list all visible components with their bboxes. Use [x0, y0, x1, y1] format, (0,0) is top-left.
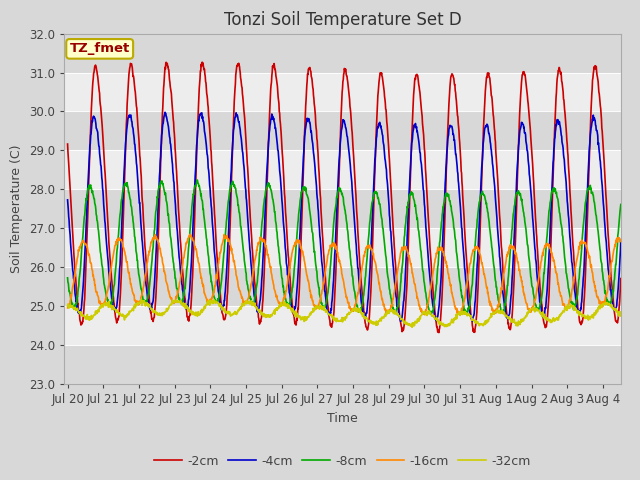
- -8cm: [173, 286, 181, 292]
- -16cm: [545, 241, 552, 247]
- Line: -8cm: -8cm: [68, 180, 621, 314]
- -8cm: [428, 311, 435, 317]
- Title: Tonzi Soil Temperature Set D: Tonzi Soil Temperature Set D: [223, 11, 461, 29]
- -2cm: [483, 75, 491, 81]
- Line: -2cm: -2cm: [68, 62, 621, 333]
- -4cm: [161, 109, 169, 115]
- -32cm: [224, 310, 232, 316]
- -4cm: [483, 121, 491, 127]
- -8cm: [193, 177, 201, 183]
- -32cm: [408, 324, 416, 330]
- -32cm: [545, 318, 552, 324]
- -8cm: [224, 205, 232, 211]
- -4cm: [174, 234, 182, 240]
- -8cm: [64, 275, 72, 281]
- -8cm: [163, 201, 171, 206]
- Legend: -2cm, -4cm, -8cm, -16cm, -32cm: -2cm, -4cm, -8cm, -16cm, -32cm: [150, 450, 535, 473]
- -16cm: [224, 235, 232, 241]
- -4cm: [545, 266, 552, 272]
- -4cm: [397, 318, 404, 324]
- -2cm: [617, 276, 625, 281]
- Bar: [64, 228, 621, 267]
- -8cm: [545, 218, 552, 224]
- Y-axis label: Soil Temperature (C): Soil Temperature (C): [10, 144, 23, 273]
- -2cm: [274, 89, 282, 95]
- -16cm: [173, 292, 181, 298]
- -2cm: [435, 330, 443, 336]
- -16cm: [163, 281, 171, 287]
- -4cm: [274, 147, 282, 153]
- -2cm: [64, 141, 72, 147]
- Text: TZ_fmet: TZ_fmet: [70, 42, 130, 55]
- -16cm: [186, 231, 194, 237]
- -8cm: [274, 238, 282, 243]
- -16cm: [64, 305, 72, 311]
- -32cm: [483, 320, 491, 325]
- -4cm: [617, 237, 625, 242]
- -16cm: [456, 312, 464, 318]
- -32cm: [274, 306, 282, 312]
- -32cm: [163, 308, 171, 314]
- -2cm: [545, 304, 552, 310]
- X-axis label: Time: Time: [327, 411, 358, 425]
- Line: -16cm: -16cm: [68, 234, 621, 315]
- -2cm: [224, 289, 232, 295]
- -32cm: [617, 313, 625, 319]
- -16cm: [483, 285, 491, 291]
- -2cm: [163, 62, 171, 68]
- Bar: [64, 72, 621, 111]
- Line: -32cm: -32cm: [68, 300, 621, 327]
- Line: -4cm: -4cm: [68, 112, 621, 321]
- -16cm: [617, 239, 625, 244]
- Bar: [64, 150, 621, 189]
- -4cm: [64, 197, 72, 203]
- -4cm: [163, 119, 171, 124]
- -8cm: [617, 202, 625, 207]
- -32cm: [137, 297, 145, 302]
- -2cm: [173, 182, 181, 188]
- Bar: [64, 306, 621, 345]
- -16cm: [274, 298, 282, 303]
- -2cm: [198, 60, 206, 65]
- -32cm: [64, 303, 72, 309]
- -4cm: [224, 248, 232, 254]
- -32cm: [174, 298, 182, 304]
- -8cm: [483, 205, 491, 211]
